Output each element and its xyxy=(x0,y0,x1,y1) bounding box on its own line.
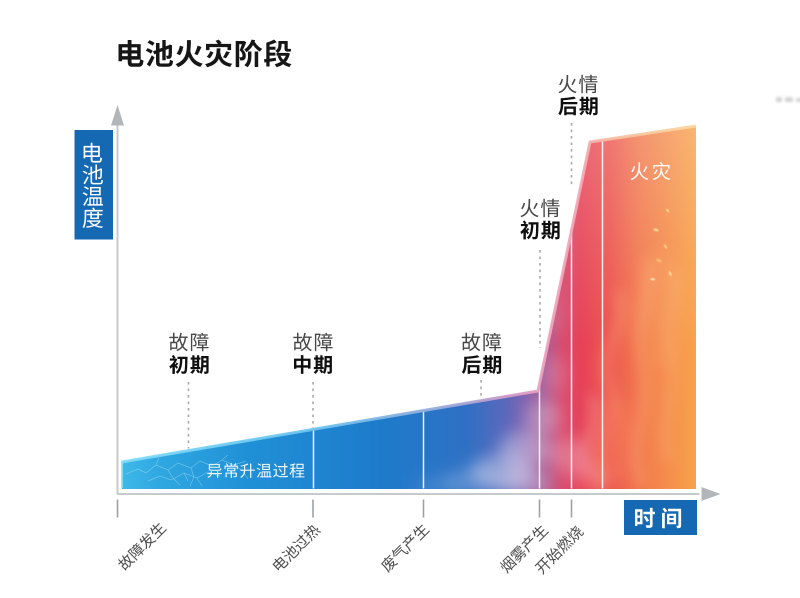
stage-label-line2: 后期 xyxy=(461,353,501,375)
stage-0-line1-glyphs xyxy=(169,332,209,352)
stage-2-line2-glyphs xyxy=(461,355,502,374)
stage-label-line1: 故障 xyxy=(461,331,501,353)
heating-process-label: 异常升温过程 xyxy=(206,462,308,480)
x-axis-label: 时间 xyxy=(624,500,697,535)
y-axis-arrow xyxy=(111,105,124,126)
fire-label: 火灾 xyxy=(629,160,673,182)
temperature-area xyxy=(121,124,697,489)
stage-separator-lines xyxy=(312,141,604,489)
stage-4-line2-glyphs xyxy=(558,96,598,116)
stage-label-fault-early: 故障 初期 xyxy=(159,331,219,379)
watermark-remnant xyxy=(776,97,800,102)
x-tick-label-0-glyphs xyxy=(118,523,167,571)
stage-label-line1: 火情 xyxy=(558,73,598,95)
stage-label-line2: 初期 xyxy=(169,353,209,375)
stage-label-line2: 后期 xyxy=(558,95,598,117)
y-axis-label-glyphs xyxy=(82,186,103,206)
flame-texture xyxy=(579,250,688,489)
stage-label-line1: 火情 xyxy=(520,197,560,219)
heating-label-glyphs xyxy=(207,463,305,478)
stage-label-fire-early: 火情 初期 xyxy=(510,197,570,245)
page-title: 电池火灾阶段 xyxy=(117,36,299,68)
x-axis-ticks xyxy=(116,499,573,518)
stage-label-line2: 中期 xyxy=(293,353,333,375)
stage-4-line1-glyphs xyxy=(558,74,598,94)
fire-label-glyphs xyxy=(630,162,671,181)
x-axis-label-glyphs xyxy=(635,507,682,529)
x-axis-arrow xyxy=(701,487,721,501)
stage-label-fault-mid: 故障 中期 xyxy=(283,331,343,379)
stage-0-line2-glyphs xyxy=(169,355,209,374)
stage-label-fire-late: 火情 后期 xyxy=(548,73,608,121)
stage-1-line1-glyphs xyxy=(293,332,333,352)
x-tick-label-2-glyphs xyxy=(381,524,430,573)
x-tick-label-1-glyphs xyxy=(272,525,321,571)
y-axis-label-glyphs xyxy=(83,142,102,163)
spark-particles xyxy=(650,209,672,281)
stage-label-line1: 故障 xyxy=(293,331,333,353)
stage-label-fault-late: 故障 后期 xyxy=(451,331,511,379)
stage-label-line2: 初期 xyxy=(520,219,560,241)
y-axis-label-glyphs xyxy=(82,207,103,228)
chart-title-glyphs xyxy=(118,39,292,68)
curve-highlight xyxy=(121,124,697,464)
y-axis-label: 电池温度 xyxy=(74,130,113,240)
stage-1-line2-glyphs xyxy=(294,355,332,374)
axes xyxy=(111,105,721,518)
y-axis-label-glyphs xyxy=(82,164,103,185)
glyph-layer xyxy=(82,39,682,575)
stage-leader-lines xyxy=(187,123,573,449)
stage-3-line2-glyphs xyxy=(520,220,560,240)
stage-3-line1-glyphs xyxy=(520,198,560,218)
stage-2-line1-glyphs xyxy=(461,332,502,352)
stage-label-line1: 故障 xyxy=(169,331,209,353)
x-tick-label-4-glyphs xyxy=(534,525,584,575)
